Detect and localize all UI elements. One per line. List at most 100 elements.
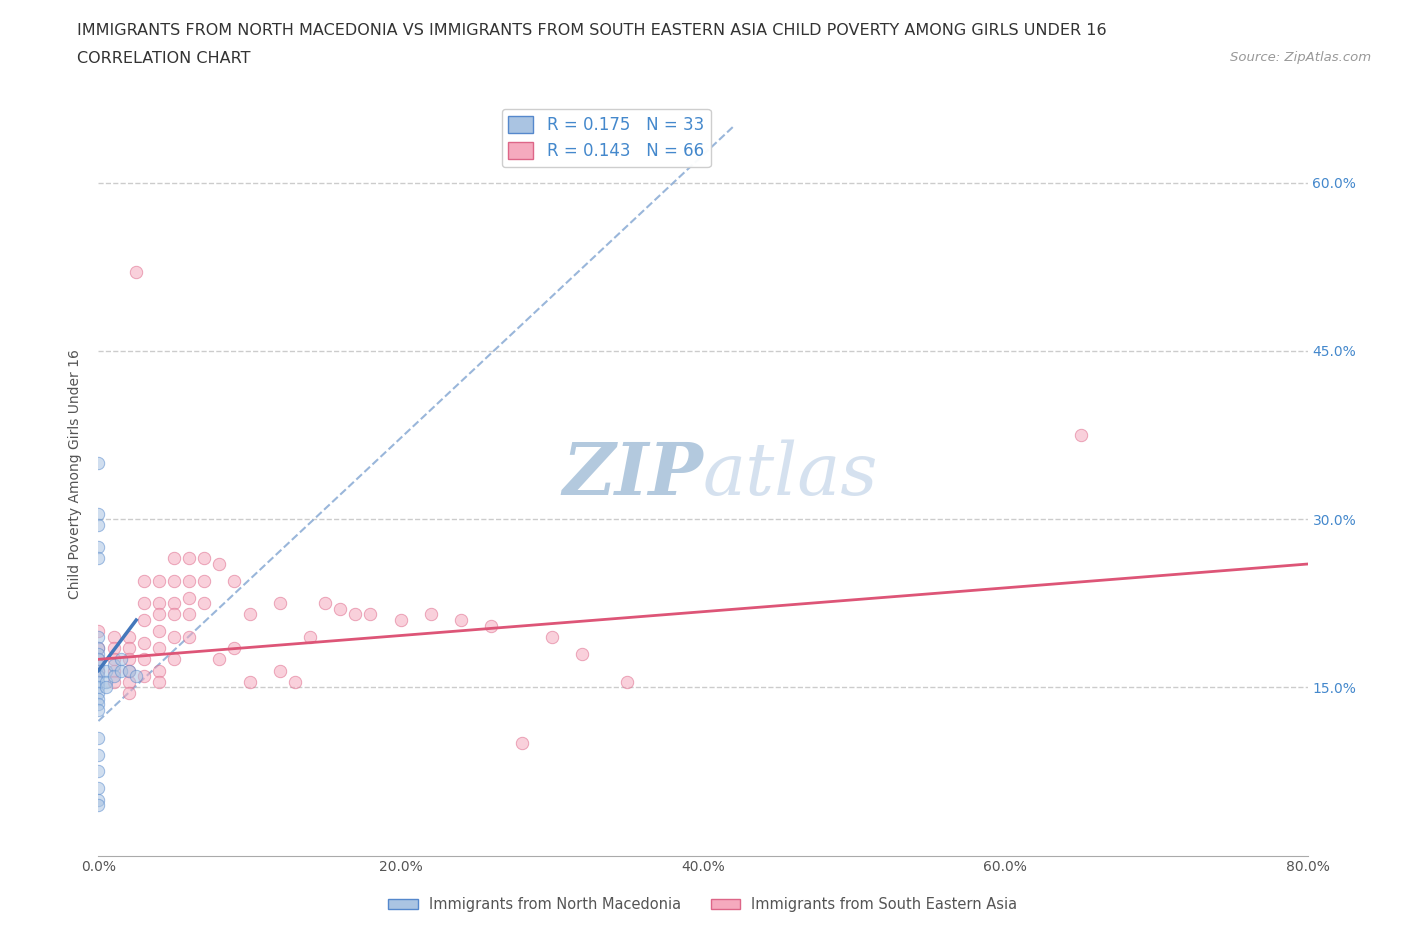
Point — [224, 574, 246, 589]
Point — [179, 607, 201, 622]
Point — [132, 669, 155, 684]
Point — [118, 663, 141, 678]
Point — [87, 781, 110, 796]
Point — [163, 652, 186, 667]
Legend: R = 0.175   N = 33, R = 0.143   N = 66: R = 0.175 N = 33, R = 0.143 N = 66 — [502, 109, 710, 167]
Point — [118, 652, 141, 667]
Point — [125, 265, 148, 280]
Point — [103, 663, 125, 678]
Point — [118, 663, 141, 678]
Point — [87, 685, 110, 700]
Point — [87, 663, 110, 678]
Point — [163, 596, 186, 611]
Point — [148, 663, 170, 678]
Point — [87, 747, 110, 762]
Point — [87, 652, 110, 667]
Point — [208, 652, 231, 667]
Point — [103, 641, 125, 656]
Point — [87, 539, 110, 554]
Point — [314, 596, 336, 611]
Point — [87, 624, 110, 639]
Point — [110, 652, 132, 667]
Point — [284, 674, 307, 689]
Point — [132, 635, 155, 650]
Point — [132, 652, 155, 667]
Point — [94, 663, 117, 678]
Point — [420, 607, 443, 622]
Point — [110, 663, 132, 678]
Point — [179, 574, 201, 589]
Point — [103, 658, 125, 672]
Point — [87, 697, 110, 711]
Point — [87, 646, 110, 661]
Point — [208, 556, 231, 571]
Text: Source: ZipAtlas.com: Source: ZipAtlas.com — [1230, 51, 1371, 64]
Point — [87, 506, 110, 521]
Point — [118, 685, 141, 700]
Point — [94, 680, 117, 695]
Point — [87, 669, 110, 684]
Text: atlas: atlas — [703, 439, 879, 510]
Text: ZIP: ZIP — [562, 439, 703, 510]
Point — [148, 596, 170, 611]
Point — [344, 607, 367, 622]
Point — [87, 652, 110, 667]
Point — [571, 646, 593, 661]
Point — [360, 607, 382, 622]
Point — [87, 798, 110, 813]
Point — [148, 624, 170, 639]
Point — [481, 618, 503, 633]
Point — [148, 674, 170, 689]
Point — [87, 517, 110, 532]
Point — [87, 663, 110, 678]
Point — [103, 674, 125, 689]
Point — [148, 574, 170, 589]
Text: CORRELATION CHART: CORRELATION CHART — [77, 51, 250, 66]
Point — [132, 613, 155, 628]
Point — [87, 456, 110, 471]
Point — [87, 792, 110, 807]
Point — [1070, 428, 1092, 443]
Point — [450, 613, 472, 628]
Point — [132, 574, 155, 589]
Point — [163, 551, 186, 565]
Point — [163, 630, 186, 644]
Point — [87, 691, 110, 706]
Point — [540, 630, 562, 644]
Point — [193, 551, 215, 565]
Text: IMMIGRANTS FROM NORTH MACEDONIA VS IMMIGRANTS FROM SOUTH EASTERN ASIA CHILD POVE: IMMIGRANTS FROM NORTH MACEDONIA VS IMMIG… — [77, 23, 1107, 38]
Point — [510, 736, 533, 751]
Point — [329, 602, 352, 617]
Point — [616, 674, 638, 689]
Point — [87, 551, 110, 565]
Point — [193, 574, 215, 589]
Point — [87, 630, 110, 644]
Point — [87, 641, 110, 656]
Point — [87, 658, 110, 672]
Y-axis label: Child Poverty Among Girls Under 16: Child Poverty Among Girls Under 16 — [69, 350, 83, 599]
Point — [224, 641, 246, 656]
Point — [163, 607, 186, 622]
Point — [87, 702, 110, 717]
Point — [87, 680, 110, 695]
Point — [148, 641, 170, 656]
Point — [193, 596, 215, 611]
Point — [125, 669, 148, 684]
Point — [163, 574, 186, 589]
Point — [87, 674, 110, 689]
Point — [87, 641, 110, 656]
Point — [148, 607, 170, 622]
Point — [118, 641, 141, 656]
Point — [269, 663, 291, 678]
Point — [389, 613, 412, 628]
Point — [103, 669, 125, 684]
Point — [179, 591, 201, 605]
Point — [269, 596, 291, 611]
Point — [87, 730, 110, 745]
Point — [179, 630, 201, 644]
Point — [87, 764, 110, 779]
Point — [299, 630, 322, 644]
Point — [239, 607, 262, 622]
Legend: Immigrants from North Macedonia, Immigrants from South Eastern Asia: Immigrants from North Macedonia, Immigra… — [382, 891, 1024, 918]
Point — [94, 674, 117, 689]
